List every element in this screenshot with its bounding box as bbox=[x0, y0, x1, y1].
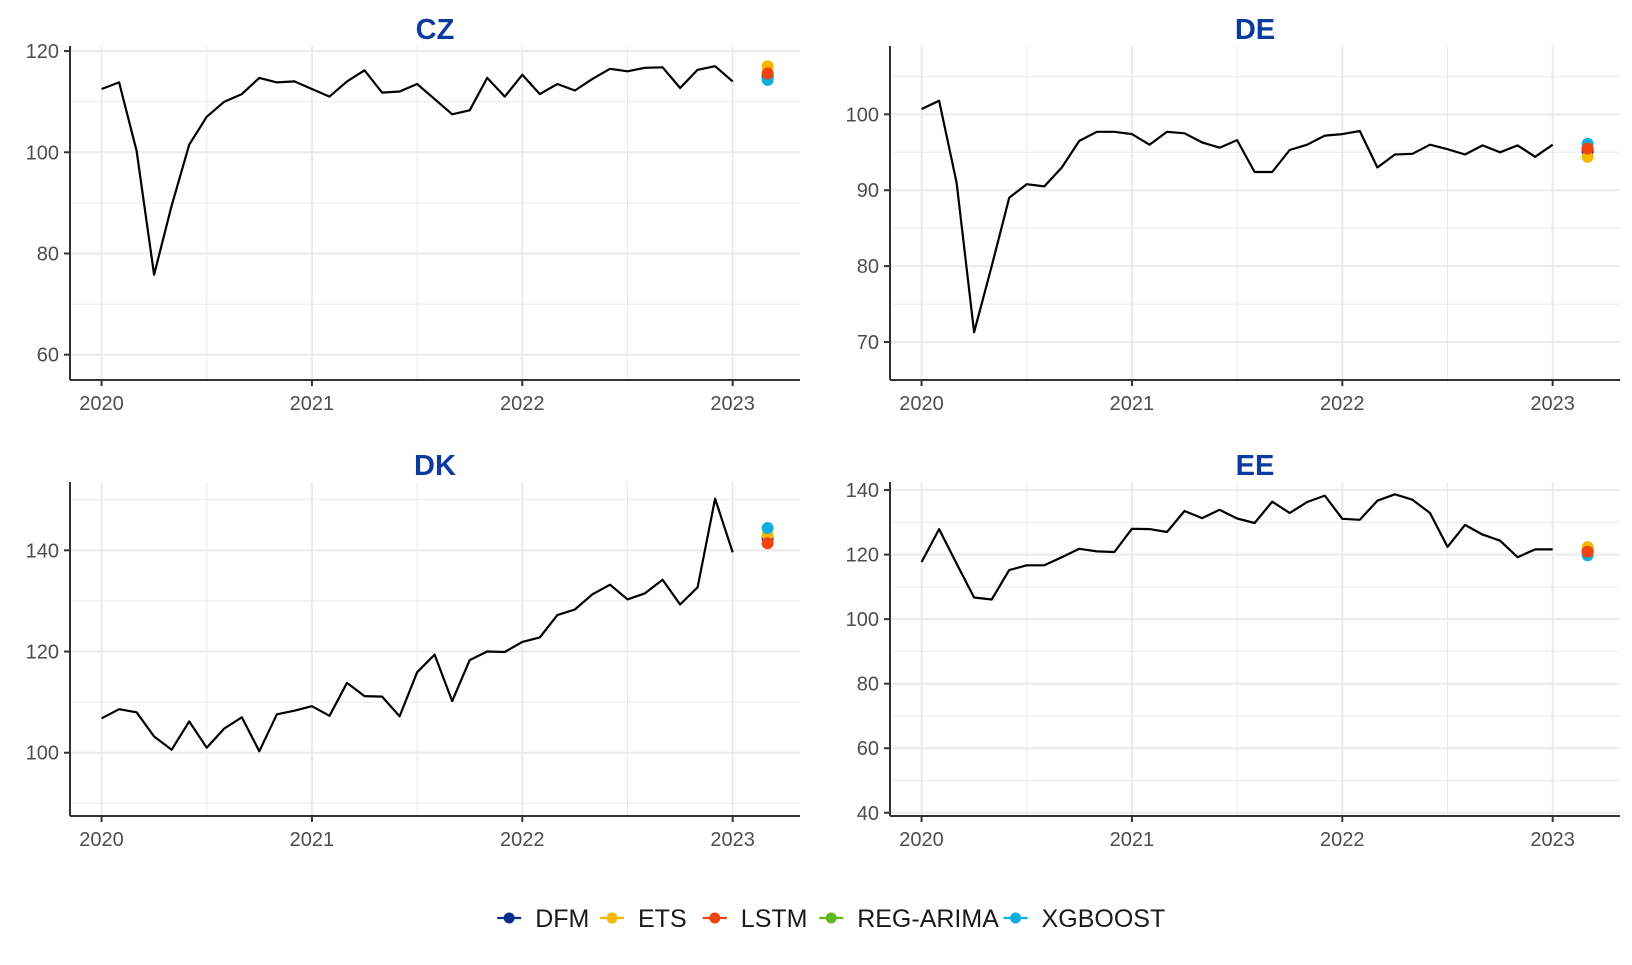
legend-item-lstm: LSTM bbox=[702, 905, 808, 933]
y-tick-label: 80 bbox=[37, 243, 59, 265]
x-tick-label: 2021 bbox=[1110, 829, 1155, 851]
legend-key-point bbox=[825, 912, 837, 924]
panel-de: 70 80 90 100 2020 2021 2022 2023 DE bbox=[846, 14, 1620, 415]
panel-title: EE bbox=[1236, 450, 1275, 482]
panel-cz: 60 80 100 120 2020 2021 2022 2023 CZ bbox=[26, 14, 800, 415]
legend-key-point bbox=[709, 912, 721, 924]
y-tick-label: 60 bbox=[37, 345, 59, 367]
y-tick-label: 140 bbox=[26, 540, 59, 562]
x-tick-label: 2022 bbox=[1320, 393, 1365, 415]
y-tick-label: 40 bbox=[857, 803, 879, 825]
legend-item-ets: ETS bbox=[600, 905, 687, 933]
y-tick-label: 100 bbox=[26, 743, 59, 765]
panel-dk: 100 120 140 2020 2021 2022 2023 DK bbox=[26, 450, 800, 851]
forecast-point-xgboost bbox=[761, 522, 774, 535]
x-tick-label: 2021 bbox=[290, 393, 335, 415]
panel-title: DE bbox=[1235, 14, 1275, 46]
y-tick-label: 90 bbox=[857, 180, 879, 202]
forecast-point-lstm bbox=[761, 537, 774, 550]
y-tick-label: 80 bbox=[857, 256, 879, 278]
y-tick-label: 120 bbox=[846, 545, 879, 567]
y-tick-label: 100 bbox=[846, 609, 879, 631]
legend-key-point bbox=[606, 912, 618, 924]
panel-title: CZ bbox=[416, 14, 455, 46]
series-line bbox=[920, 493, 1553, 601]
legend-label: DFM bbox=[535, 905, 589, 933]
series-line bbox=[921, 99, 1554, 334]
y-tick-label: 140 bbox=[846, 480, 879, 502]
forecast-point-lstm bbox=[761, 67, 774, 80]
x-tick-label: 2023 bbox=[710, 393, 755, 415]
x-tick-label: 2021 bbox=[290, 829, 335, 851]
y-tick-label: 80 bbox=[857, 674, 879, 696]
legend-label: XGBOOST bbox=[1042, 905, 1166, 933]
x-tick-label: 2020 bbox=[79, 393, 124, 415]
forecast-point-ets bbox=[1581, 150, 1594, 163]
panel-title: DK bbox=[414, 450, 456, 482]
x-tick-label: 2023 bbox=[1530, 393, 1575, 415]
forecast-point-lstm bbox=[1581, 545, 1594, 558]
x-tick-label: 2023 bbox=[710, 829, 755, 851]
legend-label: LSTM bbox=[741, 905, 808, 933]
legend-item-reg-arima: REG-ARIMA bbox=[819, 905, 999, 933]
y-tick-label: 70 bbox=[857, 332, 879, 354]
legend-label: ETS bbox=[638, 905, 687, 933]
x-tick-label: 2022 bbox=[500, 393, 545, 415]
legend-item-dfm: DFM bbox=[497, 905, 589, 933]
y-tick-label: 60 bbox=[857, 738, 879, 760]
y-tick-label: 120 bbox=[26, 41, 59, 63]
legend-label: REG-ARIMA bbox=[857, 905, 999, 933]
y-tick-label: 100 bbox=[846, 104, 879, 126]
legend: DFM ETS LSTM REG-ARIMA XGBOOST bbox=[497, 905, 1165, 933]
x-tick-label: 2022 bbox=[500, 829, 545, 851]
x-tick-label: 2020 bbox=[899, 393, 944, 415]
series-line bbox=[101, 497, 734, 753]
panel-ee: 40 60 80 100 120 140 2020 2021 2022 2023 EE bbox=[846, 450, 1620, 851]
y-tick-label: 120 bbox=[26, 642, 59, 664]
series-line bbox=[101, 65, 734, 276]
x-tick-label: 2021 bbox=[1110, 393, 1155, 415]
x-tick-label: 2023 bbox=[1530, 829, 1575, 851]
forecast-point-lstm bbox=[1581, 142, 1594, 155]
x-tick-label: 2022 bbox=[1320, 829, 1365, 851]
legend-key-point bbox=[1010, 912, 1022, 924]
y-tick-label: 100 bbox=[26, 142, 59, 164]
x-tick-label: 2020 bbox=[79, 829, 124, 851]
x-tick-label: 2020 bbox=[899, 829, 944, 851]
legend-item-xgboost: XGBOOST bbox=[1003, 905, 1166, 933]
legend-key-point bbox=[503, 912, 515, 924]
